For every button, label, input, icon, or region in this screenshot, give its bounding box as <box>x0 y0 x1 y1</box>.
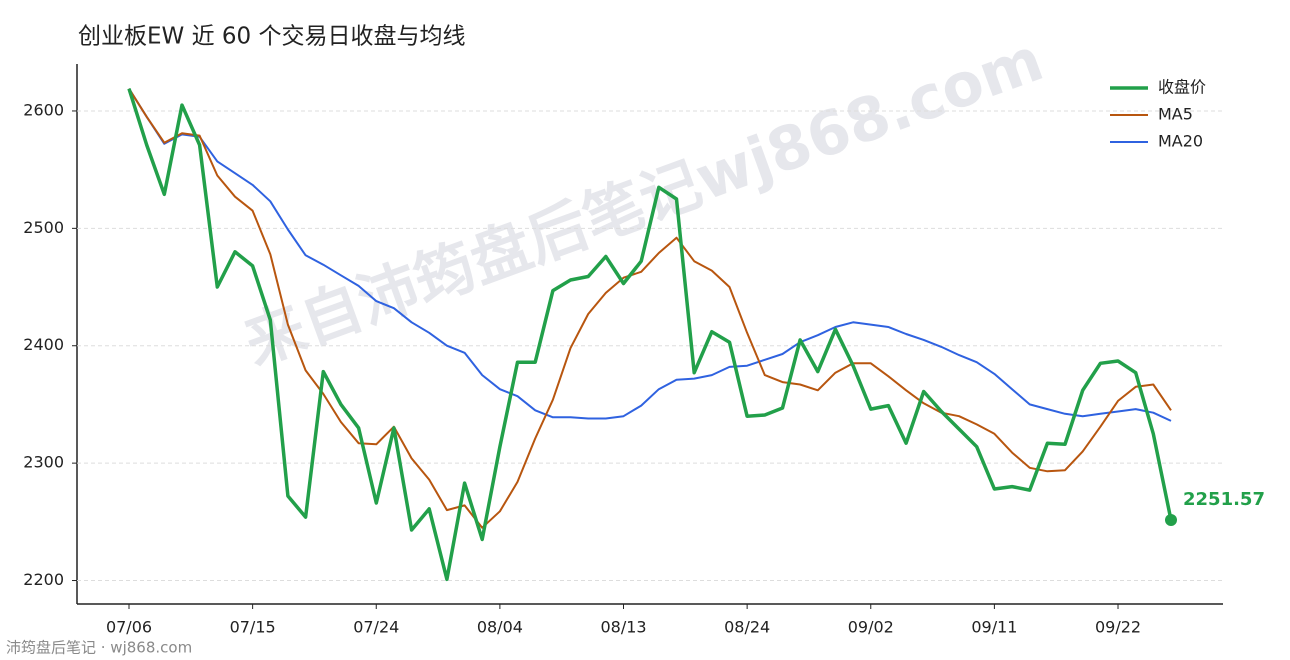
last-point <box>1165 513 1177 526</box>
x-tick-label: 09/22 <box>1095 618 1141 637</box>
x-tick-label: 07/06 <box>106 618 152 637</box>
series-line <box>127 88 1173 582</box>
x-tick-label: 09/02 <box>848 618 894 637</box>
legend-label: MA20 <box>1158 132 1203 151</box>
y-tick-label: 2600 <box>23 100 64 119</box>
source-note: 沛筠盘后笔记 · wj868.com <box>6 639 192 657</box>
x-tick-label: 08/13 <box>600 618 646 637</box>
chart-title: 创业板EW 近 60 个交易日收盘与均线 <box>78 24 465 50</box>
watermark: 来自沛筠盘后笔记wj868.com <box>236 25 1052 379</box>
x-tick-label: 08/24 <box>724 618 770 637</box>
series-line <box>128 88 1172 422</box>
last-value-label: 2251.57 <box>1183 489 1265 510</box>
x-tick-label: 07/24 <box>353 618 399 637</box>
y-tick-label: 2200 <box>23 570 64 589</box>
y-tick-label: 2500 <box>23 218 64 237</box>
x-tick-label: 07/15 <box>230 618 276 637</box>
series-line <box>128 88 1172 529</box>
x-tick-label: 09/11 <box>971 618 1017 637</box>
legend-label: MA5 <box>1158 105 1193 124</box>
legend-label: 收盘价 <box>1158 78 1206 97</box>
x-tick-label: 08/04 <box>477 618 523 637</box>
y-tick-label: 2400 <box>23 335 64 354</box>
y-tick-label: 2300 <box>23 453 64 472</box>
